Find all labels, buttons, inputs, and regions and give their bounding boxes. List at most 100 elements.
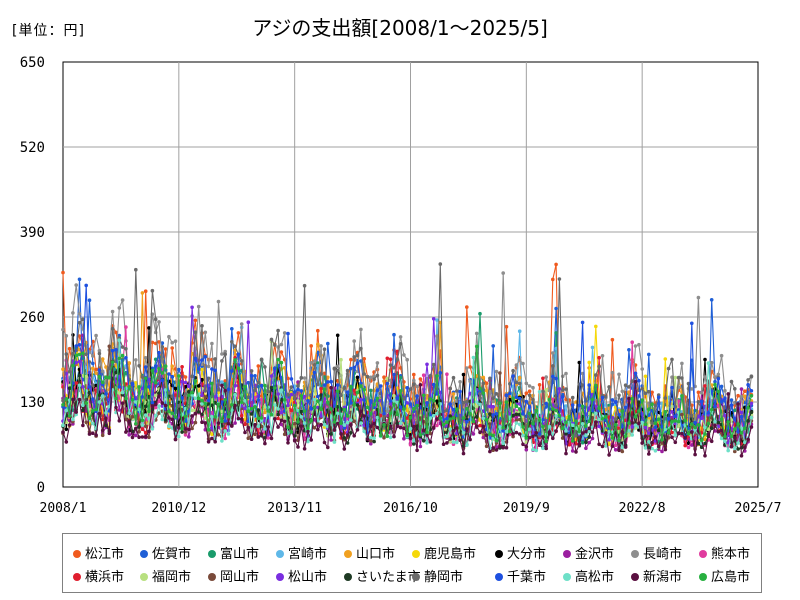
legend-item: 横浜市 xyxy=(73,566,124,585)
data-point xyxy=(319,386,323,391)
data-point xyxy=(316,361,320,365)
data-point xyxy=(534,408,539,413)
data-point xyxy=(160,401,165,405)
data-point xyxy=(392,365,396,370)
data-point xyxy=(77,359,82,364)
data-point xyxy=(743,426,747,431)
data-point xyxy=(249,412,254,416)
data-point xyxy=(173,437,178,442)
data-point xyxy=(137,429,141,434)
data-point xyxy=(187,427,191,432)
data-point xyxy=(71,417,75,422)
data-point xyxy=(180,430,184,434)
data-point xyxy=(200,358,204,362)
data-point xyxy=(355,390,360,395)
data-point xyxy=(253,422,257,427)
data-point xyxy=(246,436,251,441)
data-point xyxy=(187,389,191,394)
data-point xyxy=(491,404,496,409)
data-point xyxy=(551,364,555,368)
data-point xyxy=(193,330,198,335)
data-point xyxy=(236,352,241,357)
data-point xyxy=(117,391,122,395)
data-point xyxy=(431,413,436,418)
data-point xyxy=(504,445,509,450)
data-point xyxy=(210,436,214,441)
data-point xyxy=(385,381,390,386)
data-point xyxy=(276,407,280,411)
data-point xyxy=(461,416,466,420)
data-point xyxy=(332,420,337,424)
data-point xyxy=(216,402,221,407)
data-point xyxy=(617,372,621,377)
data-point xyxy=(713,375,717,379)
data-point xyxy=(210,426,214,430)
y-tick-label: 650 xyxy=(20,55,45,71)
data-point xyxy=(521,412,525,416)
data-point xyxy=(494,438,499,443)
data-point xyxy=(206,440,211,444)
data-point xyxy=(537,390,542,394)
data-point xyxy=(660,449,664,454)
data-point xyxy=(680,412,684,417)
data-point xyxy=(418,377,423,381)
data-point xyxy=(286,441,290,445)
legend-item: 山口市 xyxy=(344,543,395,562)
data-point xyxy=(584,429,588,434)
data-point xyxy=(150,340,155,345)
data-point xyxy=(461,400,466,405)
data-point xyxy=(703,432,707,436)
data-point xyxy=(534,431,539,435)
data-point xyxy=(468,437,472,442)
data-point xyxy=(517,396,522,401)
data-point xyxy=(61,270,65,275)
data-point xyxy=(97,393,102,397)
data-point xyxy=(527,435,532,440)
data-point xyxy=(551,407,555,411)
data-point xyxy=(590,397,595,402)
data-point xyxy=(524,391,529,396)
data-point xyxy=(478,430,482,435)
data-point xyxy=(61,327,65,332)
data-point xyxy=(157,340,161,344)
data-point xyxy=(564,420,568,425)
data-point xyxy=(511,374,515,378)
data-point xyxy=(478,402,482,407)
data-point xyxy=(143,413,148,417)
legend-marker xyxy=(344,572,352,581)
data-point xyxy=(173,339,178,344)
data-point xyxy=(61,367,65,372)
data-point xyxy=(527,393,532,398)
data-point xyxy=(617,448,621,453)
data-point xyxy=(210,403,214,408)
data-point xyxy=(183,430,188,434)
data-point xyxy=(91,409,95,413)
data-point xyxy=(170,417,174,422)
data-point xyxy=(177,404,181,408)
data-point xyxy=(372,436,376,441)
data-point xyxy=(501,429,506,433)
data-point xyxy=(484,417,489,422)
data-point xyxy=(448,417,453,421)
data-point xyxy=(266,425,271,429)
data-point xyxy=(296,420,300,424)
data-point xyxy=(362,357,367,361)
data-point xyxy=(531,385,535,390)
data-point xyxy=(124,430,128,434)
data-point xyxy=(299,389,304,393)
data-point xyxy=(577,442,582,447)
data-point xyxy=(488,449,492,454)
legend-item: 金沢市 xyxy=(563,543,614,562)
data-point xyxy=(67,383,72,388)
data-point xyxy=(524,399,529,404)
data-point xyxy=(74,344,78,348)
data-point xyxy=(61,403,65,407)
legend-label: 広島市 xyxy=(711,570,751,585)
data-point xyxy=(547,424,552,429)
data-point xyxy=(676,419,681,424)
data-point xyxy=(451,392,456,396)
data-point xyxy=(150,427,155,431)
data-point xyxy=(316,342,320,347)
data-point xyxy=(345,420,350,425)
data-point xyxy=(67,369,72,374)
